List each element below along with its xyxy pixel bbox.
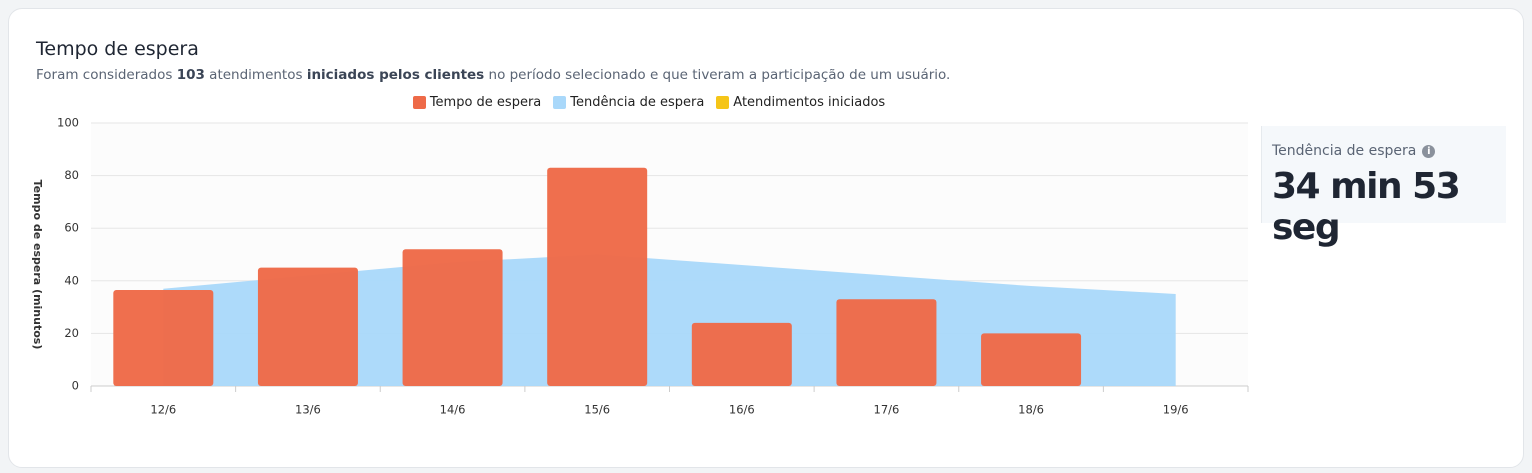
legend-swatch	[553, 96, 567, 109]
bar	[981, 333, 1082, 386]
subtitle-part: iniciados pelos clientes	[306, 67, 485, 83]
x-tick-label: 13/6	[295, 403, 321, 417]
legend-swatch	[716, 96, 730, 109]
legend-label: Atendimentos iniciados	[733, 95, 886, 110]
x-tick-label: 16/6	[729, 403, 755, 417]
bar	[547, 167, 648, 386]
kpi-panel: Tendência de espera i 34 min 53 seg	[1261, 126, 1506, 248]
info-icon[interactable]: i	[1422, 144, 1436, 158]
kpi-value: 34 min 53 seg	[1272, 166, 1461, 248]
legend-item[interactable]: Tempo de espera	[412, 95, 542, 110]
subtitle-part: Foram considerados	[36, 67, 177, 83]
subtitle-part: atendimentos	[204, 67, 307, 83]
x-tick-label: 15/6	[584, 403, 610, 417]
x-tick-label: 14/6	[440, 403, 466, 417]
subtitle-part: no período selecionado e que tiveram a p…	[484, 67, 951, 83]
y-tick-label: 80	[64, 168, 79, 182]
legend-swatch	[412, 96, 426, 109]
legend-label: Tendência de espera	[570, 95, 705, 110]
x-tick-label: 19/6	[1163, 403, 1189, 417]
x-tick-label: 17/6	[874, 403, 900, 417]
subtitle-part: 103	[176, 67, 205, 83]
chart: 0 20 40 60 80 100 Tempo de espera (minutos) 12/…	[31, 116, 1249, 417]
bar	[257, 267, 358, 386]
y-tick-label: 60	[64, 221, 79, 235]
legend-item[interactable]: Tendência de espera	[553, 95, 704, 110]
bar	[113, 290, 214, 386]
bar	[402, 249, 503, 386]
bar	[836, 299, 937, 386]
kpi-label: Tendência de espera i	[1272, 143, 1436, 159]
y-tick-label: 40	[64, 273, 79, 287]
card: Tempo de espera Foram considerados 103 a…	[8, 8, 1524, 468]
x-tick-label: 18/6	[1018, 403, 1044, 417]
y-axis-label: Tempo de espera (minutos)	[31, 180, 44, 350]
y-tick-label: 0	[72, 379, 79, 393]
y-tick-label: 100	[57, 116, 79, 130]
subtitle: Foram considerados 103 atendimentos inic…	[36, 67, 950, 83]
bar	[691, 322, 792, 386]
y-tick-label: 20	[64, 326, 79, 340]
chart-title: Tempo de espera	[36, 38, 199, 60]
legend-item[interactable]: Atendimentos iniciados	[716, 95, 885, 110]
legend-label: Tempo de espera	[429, 95, 542, 110]
x-tick-label: 12/6	[150, 403, 176, 417]
legend: Tempo de espera Tendência de espera Atendi…	[49, 95, 1249, 110]
kpi-label-text: Tendência de espera	[1272, 143, 1417, 159]
